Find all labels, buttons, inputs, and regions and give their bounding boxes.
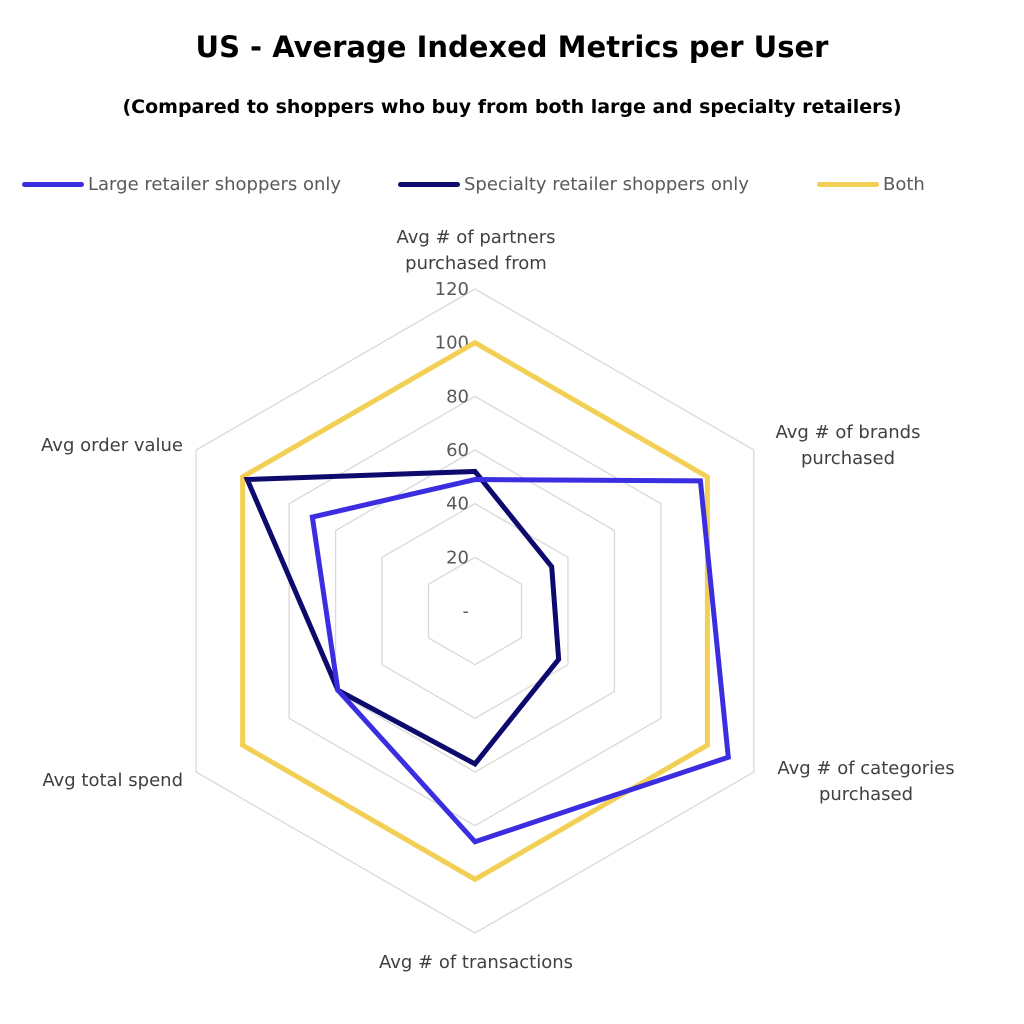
legend-swatch-large-retailer <box>22 181 84 187</box>
legend: Large retailer shoppers only Specialty r… <box>0 170 1024 198</box>
grid-ring-120 <box>195 288 755 934</box>
radar-series <box>240 339 731 883</box>
legend-label-large-retailer: Large retailer shoppers only <box>88 173 342 195</box>
tick-label-80: 80 <box>446 386 469 407</box>
grid-ring-20 <box>427 556 523 666</box>
chart-subtitle: (Compared to shoppers who buy from both … <box>122 96 902 118</box>
radar-grid <box>195 288 755 934</box>
axis-label-1: Avg # of brands purchased <box>775 422 920 469</box>
grid-ring-80 <box>288 395 662 827</box>
legend-item-specialty-retailer[interactable]: Specialty retailer shoppers only <box>398 170 749 198</box>
legend-swatch-specialty-retailer <box>398 181 460 187</box>
tick-label-20: 20 <box>446 547 469 568</box>
chart-title: US - Average Indexed Metrics per User <box>195 30 829 64</box>
axis-label-3: Avg # of transactions <box>379 952 573 973</box>
radar-axis-labels: Avg # of partners purchased from Avg # of … <box>41 227 955 973</box>
legend-item-large-retailer[interactable]: Large retailer shoppers only <box>22 170 341 198</box>
tick-label-0: - <box>463 601 470 622</box>
series-line-0 <box>309 477 731 845</box>
tick-label-40: 40 <box>446 494 469 515</box>
legend-label-specialty-retailer: Specialty retailer shoppers only <box>464 173 749 195</box>
tick-label-60: 60 <box>446 440 469 461</box>
axis-label-4: Avg total spend <box>42 770 183 791</box>
legend-swatch-both <box>817 181 879 187</box>
grid-ring-60 <box>334 449 616 773</box>
grid-ring-40 <box>381 502 569 720</box>
axis-label-2: Avg # of categories purchased <box>777 758 954 805</box>
series-line-1 <box>243 468 562 768</box>
legend-label-both: Both <box>883 173 925 195</box>
series-line-2 <box>240 339 710 883</box>
legend-item-both[interactable]: Both <box>817 170 925 198</box>
axis-label-0: Avg # of partners purchased from <box>396 227 555 274</box>
axis-label-5: Avg order value <box>41 435 183 456</box>
grid-ring-100 <box>241 341 709 881</box>
tick-label-120: 120 <box>435 279 469 300</box>
